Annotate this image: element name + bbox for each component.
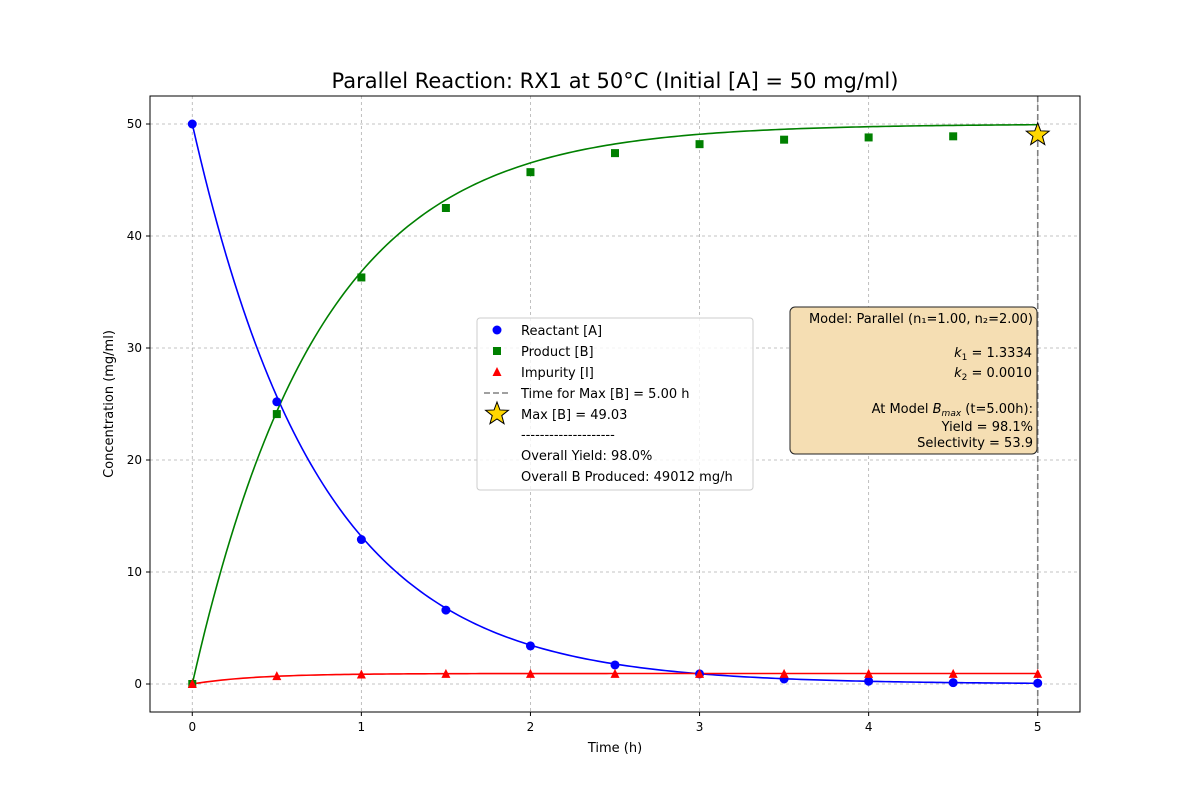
legend-markers: [484, 325, 510, 425]
y-tick-label: 50: [127, 117, 142, 131]
chart-title: Parallel Reaction: RX1 at 50°C (Initial …: [332, 69, 899, 93]
point-product: [272, 410, 281, 419]
legend-separator: --------------------: [521, 428, 615, 443]
point-impurity: [356, 669, 366, 679]
point-reactant: [356, 535, 366, 545]
point-reactant: [272, 397, 282, 407]
point-impurity: [525, 668, 535, 678]
point-impurity: [779, 668, 789, 678]
point-reactant: [1033, 678, 1043, 688]
legend-label-product: Product [B]: [521, 345, 594, 360]
point-product: [695, 140, 704, 149]
point-impurity: [441, 668, 451, 678]
curve-product: [191, 123, 1038, 685]
point-reactant: [187, 119, 197, 129]
marks: [187, 119, 1051, 688]
x-tick-label: 4: [865, 720, 873, 734]
point-reactant: [525, 641, 535, 651]
legend-label-max-b: Max [B] = 49.03: [521, 408, 627, 423]
y-axis-label: Concentration (mg/ml): [102, 330, 117, 478]
point-product: [441, 204, 450, 212]
point-impurity: [187, 679, 197, 688]
point-product: [864, 133, 873, 142]
y-tick-label: 0: [134, 677, 142, 691]
legend-marker-max-b: [484, 400, 510, 425]
legend-overall-produced: Overall B Produced: 49012 mg/h: [521, 470, 733, 485]
annotation-bmax-line: At Model Bmax (t=5.00h):: [872, 402, 1033, 419]
legend-label-impurity: Impurity [I]: [521, 366, 594, 381]
max-b-star: [1024, 121, 1051, 146]
point-reactant: [864, 676, 874, 686]
x-tick-label: 1: [358, 720, 366, 734]
legend-marker-reactant: [492, 325, 502, 335]
legend-marker-product: [493, 347, 501, 355]
point-product: [357, 273, 366, 282]
point-impurity: [695, 668, 705, 678]
y-tick-label: 10: [127, 565, 142, 579]
x-tick-label: 3: [696, 720, 704, 734]
point-impurity: [272, 671, 282, 681]
annotation-k2: k2 = 0.0010: [954, 366, 1032, 383]
annotation-model-line: Model: Parallel (n₁=1.00, n₂=2.00): [809, 312, 1033, 327]
point-reactant: [441, 605, 451, 615]
point-impurity: [864, 668, 874, 678]
point-reactant: [948, 678, 958, 688]
point-product: [780, 135, 789, 144]
legend-label-reactant: Reactant [A]: [521, 324, 602, 339]
legend-label-time-max: Time for Max [B] = 5.00 h: [520, 387, 690, 402]
y-tick-label: 20: [127, 453, 142, 467]
x-tick-label: 5: [1034, 720, 1042, 734]
x-tick-label: 2: [527, 720, 535, 734]
legend: Reactant [A] Product [B] Impurity [I] Ti…: [476, 317, 754, 491]
model-annotation: Model: Parallel (n₁=1.00, n₂=2.00) k1 = …: [789, 306, 1038, 455]
y-tick-label: 40: [127, 229, 142, 243]
point-product: [611, 149, 619, 158]
point-reactant: [610, 660, 620, 670]
legend-overall-yield: Overall Yield: 98.0%: [521, 449, 652, 464]
annotation-yield: Yield = 98.1%: [941, 420, 1033, 435]
point-impurity: [610, 668, 620, 678]
legend-frame: [476, 317, 754, 491]
annotation-k1: k1 = 1.3334: [954, 346, 1032, 363]
y-tick-label: 30: [127, 341, 142, 355]
annotation-selectivity: Selectivity = 53.9: [917, 436, 1033, 451]
x-tick-label: 0: [188, 720, 196, 734]
annotation-frame: [789, 306, 1038, 455]
x-axis-label: Time (h): [587, 741, 642, 756]
point-product: [526, 168, 535, 177]
point-impurity: [1033, 668, 1043, 678]
point-impurity: [948, 668, 958, 678]
plot-frame: [149, 95, 1081, 713]
point-product: [949, 132, 958, 141]
legend-marker-impurity: [492, 367, 502, 376]
